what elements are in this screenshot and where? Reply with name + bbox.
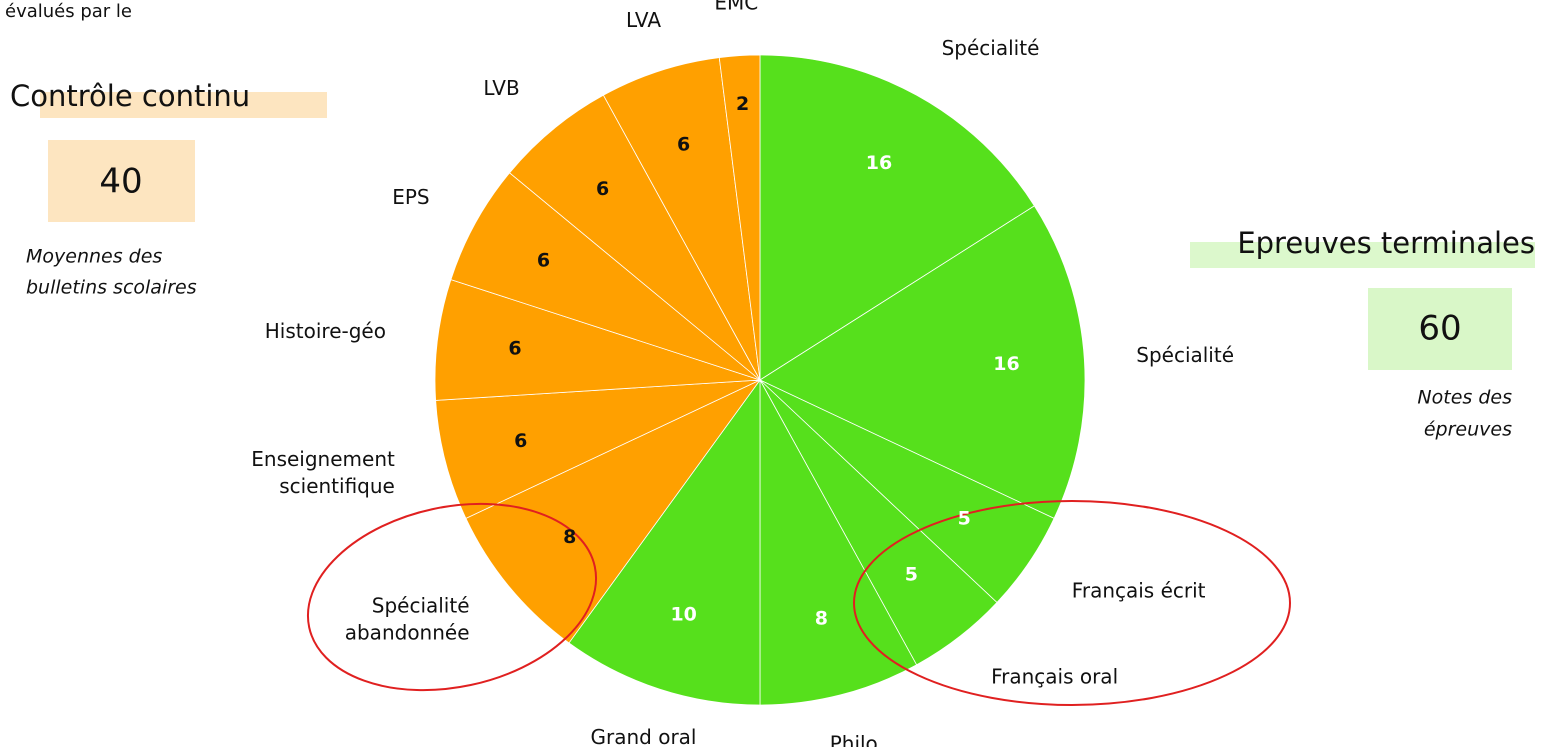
value-label: 16 bbox=[866, 152, 892, 174]
pie bbox=[434, 54, 1086, 706]
pie-slice bbox=[435, 379, 761, 519]
value-label: 6 bbox=[537, 250, 550, 272]
value-label: 8 bbox=[815, 608, 828, 630]
category-label: Histoire-géo bbox=[265, 319, 386, 343]
value-label: 16 bbox=[993, 353, 1019, 375]
pie-slice bbox=[602, 57, 761, 381]
category-label: Spécialité bbox=[1136, 343, 1234, 367]
highlight bbox=[1190, 242, 1535, 268]
value-label: 6 bbox=[677, 134, 690, 156]
group-note: Notes des bbox=[1417, 387, 1512, 409]
group-note: épreuves bbox=[1424, 419, 1512, 441]
category-label: Français oral bbox=[991, 664, 1118, 688]
value-label: 5 bbox=[958, 507, 971, 529]
group-note: bulletins scolaires bbox=[26, 277, 197, 299]
category-label: LVB bbox=[483, 76, 519, 100]
group-title: Contrôle continu bbox=[10, 79, 250, 113]
category-label: Philo bbox=[830, 732, 878, 747]
pie-slice bbox=[568, 378, 761, 706]
category-label: Grand oral bbox=[591, 725, 697, 747]
group-total: 40 bbox=[99, 162, 142, 202]
pie-slice bbox=[450, 172, 761, 381]
value-label: 6 bbox=[508, 338, 521, 360]
total-box bbox=[1368, 288, 1512, 370]
category-label: Spécialité bbox=[372, 593, 470, 617]
value-label: 5 bbox=[905, 564, 918, 586]
pie-slice bbox=[509, 94, 761, 381]
category-label: EMC bbox=[714, 0, 758, 14]
group-title: Epreuves terminales bbox=[1237, 226, 1535, 260]
highlight bbox=[40, 92, 327, 118]
pie-slice bbox=[465, 379, 761, 644]
group-total: 60 bbox=[1418, 309, 1461, 349]
value-label: 2 bbox=[736, 93, 749, 115]
category-label: Français écrit bbox=[1072, 578, 1206, 602]
group-note: Moyennes des bbox=[26, 246, 162, 268]
category-label: LVA bbox=[626, 8, 661, 32]
circle-annotation bbox=[853, 500, 1291, 706]
total-box bbox=[48, 140, 195, 222]
category-label: abandonnée bbox=[345, 620, 470, 644]
category-label: Enseignement bbox=[251, 447, 395, 471]
value-label: 6 bbox=[514, 430, 527, 452]
category-label: EPS bbox=[392, 185, 429, 209]
value-label: 8 bbox=[563, 526, 576, 548]
circle-annotation bbox=[306, 502, 598, 692]
pie-slice bbox=[759, 205, 1086, 519]
pie-slice bbox=[718, 54, 761, 381]
category-label: scientifique bbox=[279, 474, 395, 498]
category-label: Spécialité bbox=[942, 36, 1040, 60]
value-label: 6 bbox=[596, 178, 609, 200]
pie-slice bbox=[759, 379, 918, 706]
pie-slice bbox=[434, 279, 761, 401]
pie-slice bbox=[759, 54, 1035, 381]
header-text: évalués par le bbox=[5, 1, 132, 22]
value-label: 10 bbox=[670, 603, 696, 625]
